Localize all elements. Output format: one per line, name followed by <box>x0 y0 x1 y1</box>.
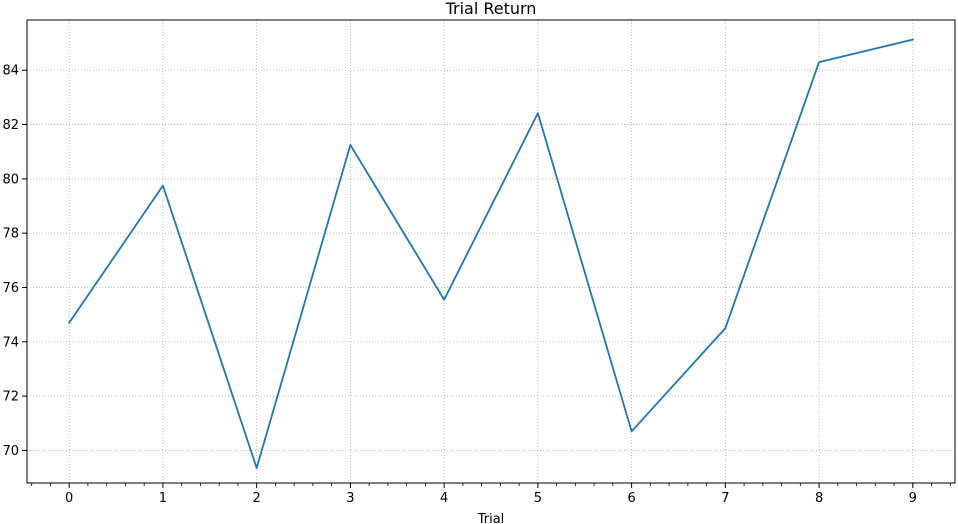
y-tick-label: 72 <box>2 390 19 405</box>
series-line <box>67 38 914 469</box>
x-axis-label: Trial <box>477 512 505 524</box>
x-tick-label: 0 <box>65 491 73 506</box>
y-tick-label: 70 <box>2 444 19 459</box>
plot-frame <box>26 19 956 484</box>
x-tick-label: 5 <box>534 491 542 506</box>
x-tick-label: 9 <box>909 491 917 506</box>
y-tick-label: 78 <box>2 227 19 242</box>
x-tick-label: 2 <box>253 491 261 506</box>
grid-lines <box>27 20 955 483</box>
series-layer <box>67 38 914 469</box>
x-tick-label: 7 <box>721 491 729 506</box>
y-tick-label: 84 <box>2 64 19 79</box>
x-tick-label: 4 <box>440 491 448 506</box>
y-tick-label: 82 <box>2 118 19 133</box>
y-tick-label: 74 <box>2 335 19 350</box>
x-tick-label: 8 <box>815 491 823 506</box>
chart-title: Trial Return <box>445 0 537 18</box>
y-tick-label: 76 <box>2 281 19 296</box>
x-tick-label: 1 <box>159 491 167 506</box>
y-tick-label: 80 <box>2 172 19 187</box>
x-tick-label: 3 <box>346 491 354 506</box>
x-tick-label: 6 <box>627 491 635 506</box>
